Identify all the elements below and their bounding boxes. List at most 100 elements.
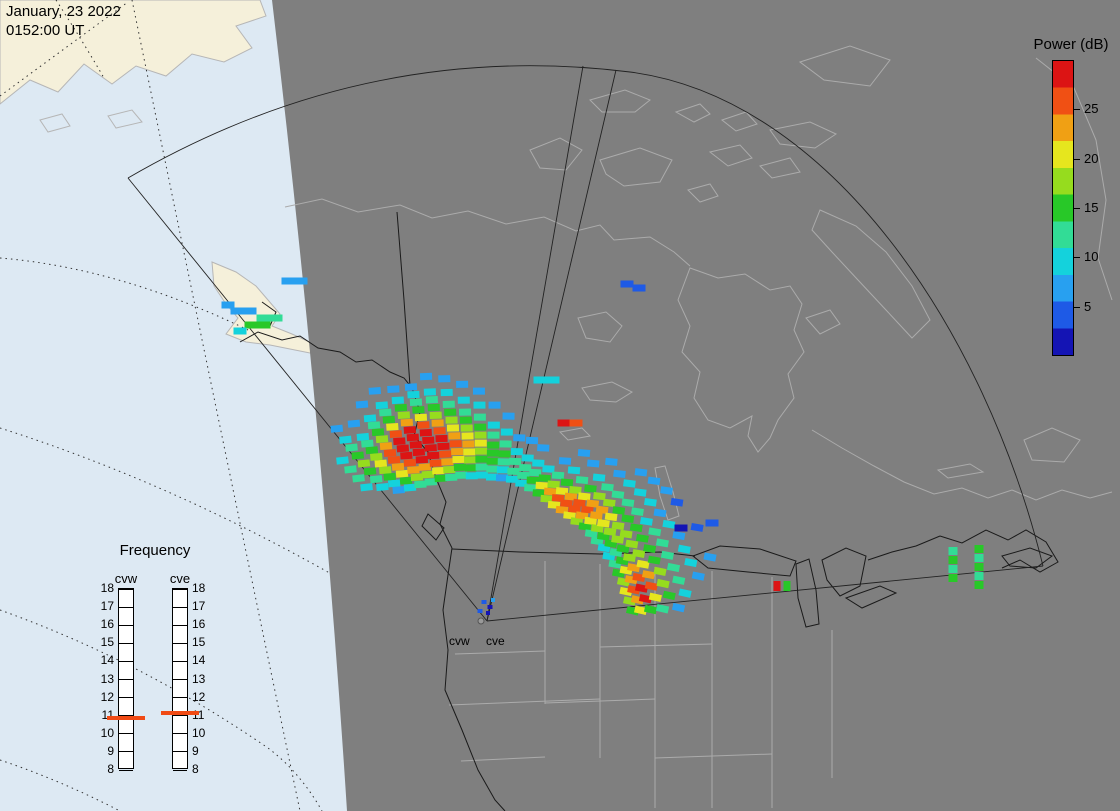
echo-cell (535, 481, 548, 490)
frequency-rung (119, 733, 133, 735)
echo-cell (367, 421, 381, 430)
coastlines-gray (284, 45, 1113, 808)
echo-cell (409, 440, 423, 449)
echo-cell (543, 487, 557, 496)
echo-cell (474, 423, 487, 431)
echo-cell (429, 459, 442, 467)
echo-cell (445, 416, 458, 424)
echo-cell (396, 444, 410, 453)
echo-cell (475, 447, 488, 455)
echo-cell (375, 401, 389, 410)
echo-cell (475, 463, 488, 471)
echo-cell (623, 479, 636, 488)
frequency-rung (173, 642, 187, 644)
frequency-rung (173, 769, 187, 771)
echo-cell (475, 471, 488, 479)
echo-cell (375, 435, 389, 444)
echo-cell (551, 471, 565, 480)
day-landmass (0, 0, 355, 361)
echo-cell (473, 401, 486, 409)
echo-cell (621, 514, 635, 524)
echo-cell (655, 538, 669, 548)
echo-cell (605, 457, 618, 466)
frequency-rung (173, 751, 187, 753)
echo-cell (619, 529, 633, 539)
night-region (272, 0, 1120, 811)
echo-cell (257, 321, 271, 329)
echo-cell (379, 408, 392, 417)
frequency-rung (173, 679, 187, 680)
echo-cell (419, 428, 432, 437)
echo-cell (575, 476, 589, 485)
echo-cell (660, 486, 674, 495)
frequency-tick-label: 18 (100, 581, 114, 595)
echo-cell (502, 412, 515, 420)
echo-cell (542, 465, 555, 473)
frequency-tick-label: 14 (100, 653, 114, 668)
echo-cell (376, 482, 389, 492)
site-label-cve: cve (486, 634, 505, 648)
colorbar-tick-label: 20 (1084, 150, 1099, 166)
echo-cell (486, 457, 499, 465)
echo-cell (451, 447, 464, 456)
frequency-tick-label: 16 (100, 617, 114, 632)
echo-cell (230, 307, 244, 315)
frequency-rung (119, 606, 133, 608)
echo-cell (560, 478, 574, 487)
echo-cell (378, 466, 392, 475)
echo-cell (418, 463, 432, 471)
echo-cell (486, 611, 490, 615)
echo-cell (586, 499, 600, 508)
echo-cell (547, 480, 560, 489)
echo-cell (611, 535, 625, 544)
echo-cell (684, 557, 698, 568)
frequency-tick-label: 15 (100, 635, 114, 650)
echo-cell (648, 527, 662, 537)
frequency-tick-label: 9 (107, 743, 114, 758)
echo-cell (632, 549, 646, 558)
echo-cell (400, 418, 414, 427)
echo-cell (347, 419, 361, 428)
echo-cell (703, 552, 717, 562)
echo-cell (584, 484, 597, 493)
echo-cell (427, 451, 440, 460)
radar-site-dot (477, 617, 485, 625)
echo-cell (407, 390, 420, 399)
echo-cell (634, 468, 648, 477)
echo-cell (488, 401, 501, 409)
frequency-rung (173, 715, 187, 717)
echo-cell (578, 522, 592, 531)
echo-cell (620, 280, 634, 288)
echo-cell (653, 566, 667, 576)
echo-cell (386, 422, 399, 431)
frequency-tick-label: 16 (192, 617, 206, 632)
echo-cell (639, 517, 653, 526)
echo-cell (243, 307, 257, 315)
echo-cell (564, 492, 578, 501)
echo-cell (473, 413, 486, 421)
frequency-tick-label: 9 (192, 743, 199, 758)
frequency-tick-label: 8 (192, 762, 199, 776)
echo-cell (409, 398, 423, 407)
echo-cell (705, 519, 719, 527)
echo-cell (389, 430, 403, 438)
frequency-ladder-cve (172, 588, 188, 771)
frequency-tick-label: 12 (192, 689, 206, 704)
echo-cell (497, 458, 510, 466)
echo-cell (647, 476, 661, 486)
echo-cell (404, 383, 418, 391)
echo-cell (495, 474, 509, 482)
colorbar-tick (1074, 208, 1080, 209)
echo-cell (465, 472, 478, 480)
frequency-rung (119, 751, 133, 753)
frequency-tick-label: 17 (100, 599, 114, 614)
echo-cell (448, 432, 461, 440)
echo-cell (602, 498, 616, 508)
frequency-rung (173, 697, 187, 699)
frequency-rung (173, 660, 187, 662)
frequency-ladder-cvw (118, 588, 134, 771)
echo-cell (589, 511, 603, 520)
echo-cell (517, 471, 530, 480)
echo-cell (351, 451, 365, 460)
date-text: January, 23 2022 (6, 3, 121, 20)
